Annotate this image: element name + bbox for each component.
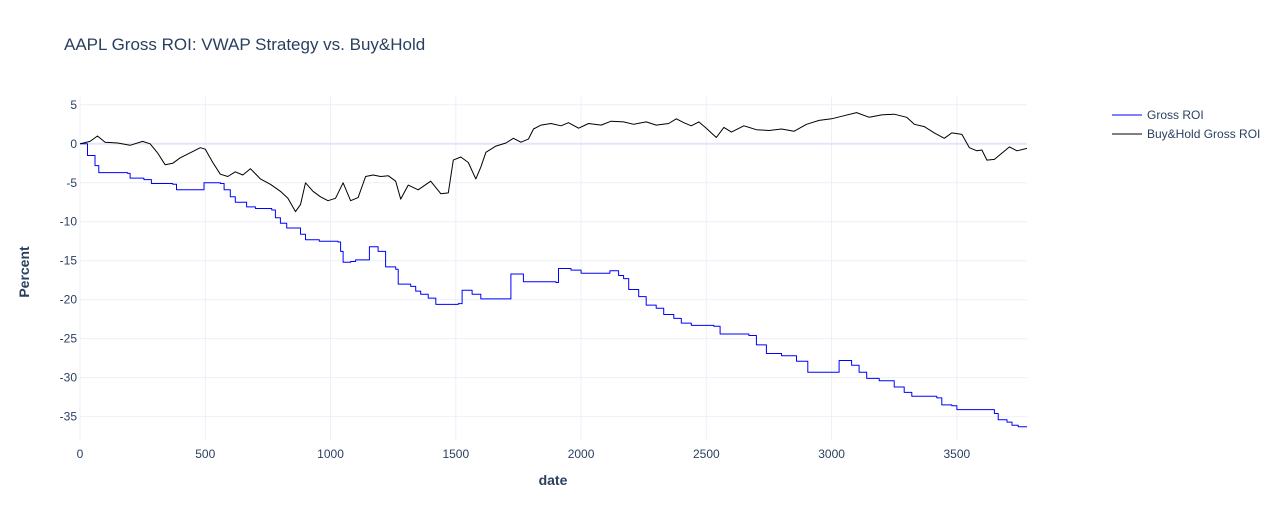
x-tick-label: 2000 bbox=[568, 447, 595, 461]
x-tick-label: 1000 bbox=[317, 447, 344, 461]
y-tick-label: -30 bbox=[60, 371, 78, 385]
legend-label: Buy&Hold Gross ROI bbox=[1147, 127, 1260, 141]
x-tick-label: 3000 bbox=[818, 447, 845, 461]
legend[interactable]: Gross ROI Buy&Hold Gross ROI bbox=[1112, 108, 1260, 141]
x-axis-title: date bbox=[539, 472, 568, 488]
series-line-buy-hold-gross-roi bbox=[79, 112, 1028, 213]
y-tick-label: -15 bbox=[60, 254, 78, 268]
legend-label: Gross ROI bbox=[1147, 108, 1204, 122]
chart-title: AAPL Gross ROI: VWAP Strategy vs. Buy&Ho… bbox=[64, 35, 425, 54]
y-tick-label: 5 bbox=[70, 98, 77, 112]
x-tick-label: 1500 bbox=[442, 447, 469, 461]
y-tick-label: 0 bbox=[70, 137, 77, 151]
grid bbox=[79, 97, 1027, 440]
tick-labels: 0 500 1000 1500 2000 2500 3000 3500 5 0 -5 -10 -15 -2… bbox=[60, 98, 971, 461]
x-tick-label: 0 bbox=[77, 447, 84, 461]
y-tick-label: -25 bbox=[60, 332, 78, 346]
x-tick-label: 500 bbox=[195, 447, 215, 461]
y-tick-label: -10 bbox=[60, 215, 78, 229]
x-tick-label: 2500 bbox=[693, 447, 720, 461]
series-layer bbox=[79, 112, 1028, 428]
y-tick-label: -35 bbox=[60, 410, 78, 424]
y-tick-label: -20 bbox=[60, 293, 78, 307]
x-tick-label: 3500 bbox=[944, 447, 971, 461]
series-line-gross-roi bbox=[80, 143, 1027, 428]
y-axis-title: Percent bbox=[16, 246, 32, 298]
y-tick-label: -5 bbox=[66, 176, 77, 190]
